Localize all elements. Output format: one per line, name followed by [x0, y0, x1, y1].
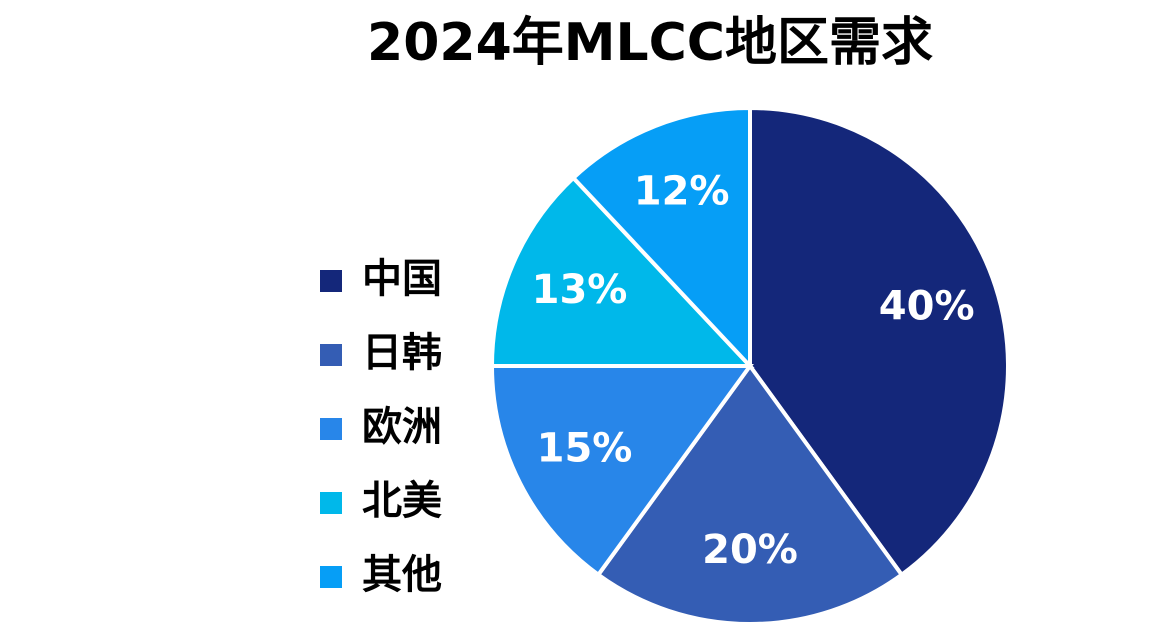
legend-label: 北美: [362, 478, 442, 524]
legend-swatch: [320, 566, 342, 588]
legend-swatch: [320, 270, 342, 292]
data-label: 12%: [634, 168, 730, 214]
legend-swatch: [320, 492, 342, 514]
pie-slice: [595, 362, 905, 626]
chart-title: 2024年MLCC地区需求: [367, 13, 933, 73]
pie-slice: [748, 105, 1010, 578]
data-label: 20%: [702, 527, 798, 573]
data-label: 40%: [879, 284, 975, 330]
legend-label: 中国: [362, 256, 442, 302]
data-label: 13%: [532, 267, 628, 313]
pie-slice: [489, 175, 755, 368]
legend-label: 欧洲: [362, 404, 442, 450]
pie-slice: [570, 105, 752, 372]
data-label: 15%: [537, 425, 633, 471]
pie-slice: [489, 364, 754, 578]
legend-swatch: [320, 418, 342, 440]
legend-label: 其他: [362, 552, 442, 598]
legend-swatch: [320, 344, 342, 366]
legend-label: 日韩: [362, 330, 442, 376]
